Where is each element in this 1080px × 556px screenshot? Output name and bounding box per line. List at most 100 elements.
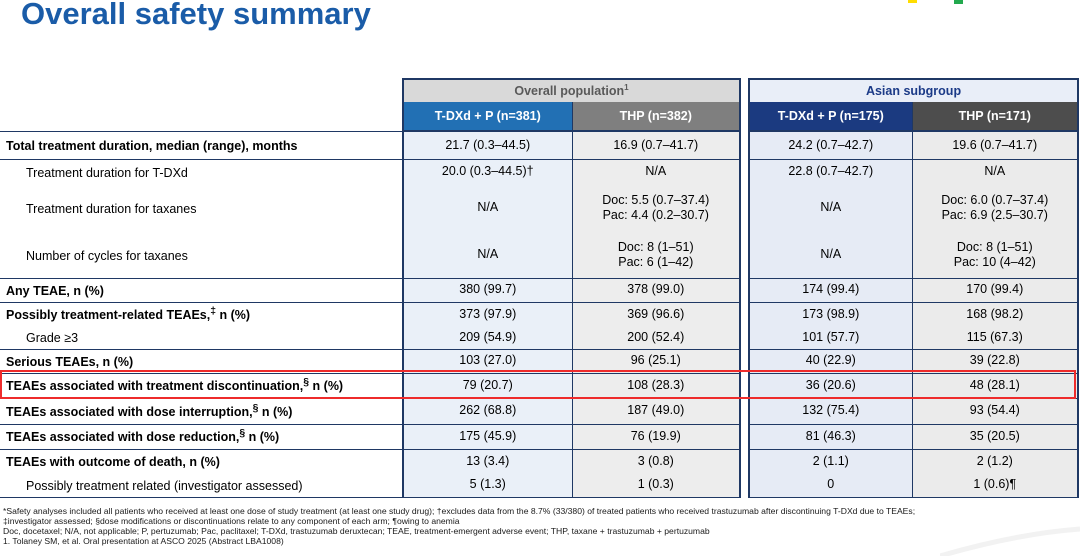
group-header-row: Overall population1 Asian subgroup (0, 78, 1080, 102)
group-gap (740, 232, 750, 278)
col-header-tdxd-p-overall: T-DXd + P (n=381) (402, 102, 573, 132)
value-tdxd-p-asian: 36 (20.6) (748, 373, 913, 399)
corner-cell (0, 79, 403, 102)
row-label: Possibly treatment-related TEAEs,‡ n (%) (0, 302, 403, 326)
table-row: Any TEAE, n (%) 380 (99.7) 378 (99.0) 17… (0, 278, 1080, 303)
safety-summary-table: Overall population1 Asian subgroup T-DXd… (0, 78, 1080, 498)
group-gap (740, 159, 750, 184)
footnote-line: *Safety analyses included all patients w… (3, 506, 916, 516)
group-gap (740, 424, 750, 449)
value-thp-overall: N/A (572, 159, 742, 184)
logo-fragment-yellow (908, 0, 917, 3)
footnote-line: Doc, docetaxel; N/A, not applicable; P, … (3, 526, 710, 536)
logo-fragment-green (954, 0, 963, 4)
col-header-tdxd-p-asian: T-DXd + P (n=175) (748, 102, 913, 132)
group-gap (740, 473, 750, 497)
row-label: Treatment duration for T-DXd (0, 159, 403, 184)
value-thp-asian: 1 (0.6)¶ (912, 473, 1080, 498)
group-gap (740, 326, 750, 349)
corner-cell (0, 102, 403, 131)
value-tdxd-p-asian: N/A (748, 184, 913, 232)
group-gap (740, 373, 750, 398)
value-tdxd-p-asian: N/A (748, 232, 913, 279)
value-tdxd-p-overall: N/A (402, 232, 573, 279)
value-tdxd-p-asian: 22.8 (0.7–42.7) (748, 159, 913, 184)
table-row: TEAEs with outcome of death, n (%) 13 (3… (0, 449, 1080, 473)
value-thp-overall: 108 (28.3) (572, 373, 742, 399)
value-thp-overall: 16.9 (0.7–41.7) (572, 131, 742, 160)
value-thp-asian: 39 (22.8) (912, 349, 1080, 374)
overall-population-group-header: Overall population1 (401, 78, 742, 102)
value-thp-overall: 3 (0.8) (572, 449, 742, 473)
value-thp-overall: 1 (0.3) (572, 473, 742, 498)
value-tdxd-p-overall: 209 (54.9) (402, 326, 573, 350)
decorative-swoosh (940, 526, 1080, 556)
value-tdxd-p-overall: 21.7 (0.3–44.5) (402, 131, 573, 160)
table-row: Grade ≥3 209 (54.9) 200 (52.4) 101 (57.7… (0, 326, 1080, 350)
group-gap (740, 102, 750, 131)
value-thp-asian: Doc: 6.0 (0.7–37.4) Pac: 6.9 (2.5–30.7) (912, 184, 1080, 232)
row-label: TEAEs associated with treatment disconti… (0, 373, 403, 399)
row-label: Treatment duration for taxanes (0, 184, 403, 232)
col-header-thp-asian: THP (n=171) (912, 102, 1080, 132)
value-tdxd-p-overall: 175 (45.9) (402, 424, 573, 450)
value-thp-asian: 115 (67.3) (912, 326, 1080, 350)
col-header-thp-overall: THP (n=382) (572, 102, 742, 132)
value-thp-overall: 187 (49.0) (572, 398, 742, 425)
value-tdxd-p-asian: 101 (57.7) (748, 326, 913, 350)
value-tdxd-p-overall: 373 (97.9) (402, 302, 573, 326)
value-tdxd-p-asian: 40 (22.9) (748, 349, 913, 374)
value-thp-asian: 2 (1.2) (912, 449, 1080, 473)
table-row: Total treatment duration, median (range)… (0, 130, 1080, 160)
row-label: Possibly treatment related (investigator… (0, 473, 403, 498)
value-tdxd-p-overall: 13 (3.4) (402, 449, 573, 473)
table-row: Serious TEAEs, n (%) 103 (27.0) 96 (25.1… (0, 349, 1080, 374)
page-title: Overall safety summary (21, 0, 371, 31)
value-tdxd-p-asian: 173 (98.9) (748, 302, 913, 326)
value-thp-overall: 369 (96.6) (572, 302, 742, 326)
row-label: TEAEs with outcome of death, n (%) (0, 449, 403, 473)
value-thp-overall: Doc: 5.5 (0.7–37.4) Pac: 4.4 (0.2–30.7) (572, 184, 742, 232)
value-tdxd-p-asian: 81 (46.3) (748, 424, 913, 450)
safety-table-container: Overall population1 Asian subgroup T-DXd… (0, 78, 1080, 498)
value-tdxd-p-overall: 79 (20.7) (402, 373, 573, 399)
footnote-line: ‡investigator assessed; §dose modificati… (3, 516, 460, 526)
table-row: TEAEs associated with treatment disconti… (0, 373, 1080, 399)
value-thp-overall: 200 (52.4) (572, 326, 742, 350)
table-row: Number of cycles for taxanes N/A Doc: 8 … (0, 232, 1080, 279)
value-thp-asian: 48 (28.1) (912, 373, 1080, 399)
row-label: Number of cycles for taxanes (0, 232, 403, 279)
table-row: Treatment duration for T-DXd 20.0 (0.3–4… (0, 159, 1080, 184)
table-row: Possibly treatment-related TEAEs,‡ n (%)… (0, 302, 1080, 326)
footnotes: *Safety analyses included all patients w… (3, 506, 1077, 546)
group-gap (740, 302, 750, 326)
asian-subgroup-group-header: Asian subgroup (748, 78, 1080, 102)
row-label: Serious TEAEs, n (%) (0, 349, 403, 374)
group-gap (740, 278, 750, 302)
value-tdxd-p-overall: 103 (27.0) (402, 349, 573, 374)
group-gap (740, 184, 750, 232)
value-tdxd-p-asian: 174 (99.4) (748, 278, 913, 303)
footnote-line: 1. Tolaney SM, et al. Oral presentation … (3, 536, 284, 546)
value-tdxd-p-asian: 2 (1.1) (748, 449, 913, 473)
value-thp-overall: 76 (19.9) (572, 424, 742, 450)
value-thp-asian: 168 (98.2) (912, 302, 1080, 326)
group-gap (740, 79, 750, 102)
value-thp-asian: Doc: 8 (1–51) Pac: 10 (4–42) (912, 232, 1080, 279)
value-tdxd-p-overall: 20.0 (0.3–44.5)† (402, 159, 573, 184)
value-tdxd-p-overall: 380 (99.7) (402, 278, 573, 303)
row-label: Grade ≥3 (0, 326, 403, 350)
group-gap (740, 349, 750, 373)
value-thp-asian: N/A (912, 159, 1080, 184)
value-thp-overall: 378 (99.0) (572, 278, 742, 303)
table-row: TEAEs associated with dose interruption,… (0, 398, 1080, 425)
table-row: Treatment duration for taxanes N/A Doc: … (0, 184, 1080, 232)
value-thp-overall: Doc: 8 (1–51) Pac: 6 (1–42) (572, 232, 742, 279)
value-thp-asian: 19.6 (0.7–41.7) (912, 131, 1080, 160)
value-thp-asian: 35 (20.5) (912, 424, 1080, 450)
value-tdxd-p-asian: 0 (748, 473, 913, 498)
group-gap (740, 131, 750, 159)
group-gap (740, 398, 750, 424)
row-label: Any TEAE, n (%) (0, 278, 403, 303)
